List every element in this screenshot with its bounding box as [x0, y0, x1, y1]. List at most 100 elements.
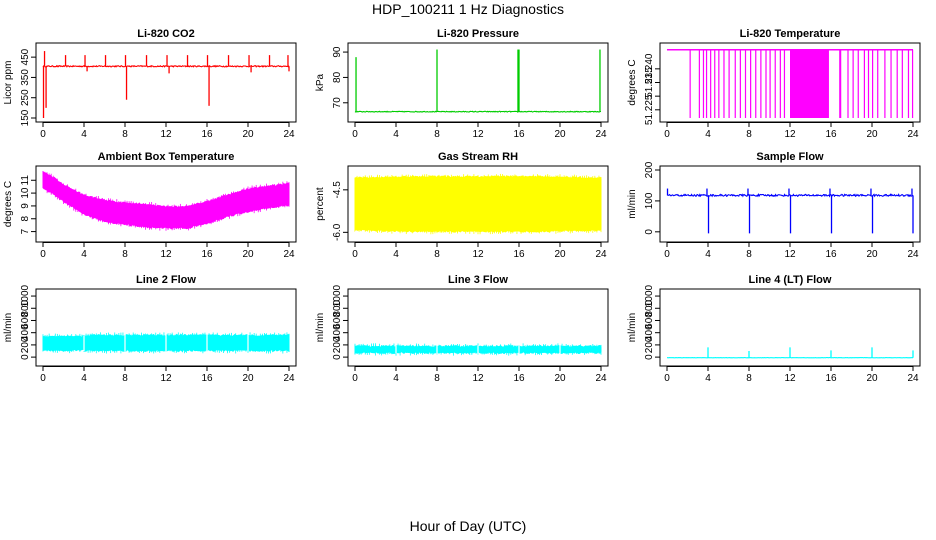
x-tick-label: 12 [784, 373, 796, 384]
data-dropout [698, 49, 700, 118]
y-tick-label: 80 [332, 71, 343, 83]
y-tick-label: 800 [20, 299, 31, 316]
y-tick-label: 7 [20, 228, 31, 234]
data-dropout [689, 49, 691, 118]
data-dropout [857, 49, 859, 118]
x-tick-label: 12 [472, 249, 484, 260]
x-tick-label: 4 [705, 249, 711, 260]
panel-title: Line 3 Flow [448, 274, 508, 286]
y-tick-label: 400 [644, 324, 655, 341]
x-tick-label: 20 [866, 249, 878, 260]
data-series [354, 173, 602, 235]
x-tick-label: 24 [907, 373, 919, 384]
x-tick-label: 20 [242, 249, 254, 260]
y-tick-label: 51.240 [644, 53, 655, 84]
data-series [42, 51, 290, 118]
x-tick-label: 20 [554, 129, 566, 140]
data-dropout [710, 49, 712, 118]
y-tick-label: 350 [20, 69, 31, 86]
x-tick-label: 8 [434, 373, 440, 384]
y-tick-label: 0 [20, 354, 31, 360]
y-tick-label: 250 [20, 89, 31, 106]
x-tick-label: 0 [664, 129, 670, 140]
y-tick-label: 1000 [644, 284, 655, 307]
panel-title: Sample Flow [756, 151, 824, 163]
x-tick-label: 0 [40, 249, 46, 260]
x-tick-label: 4 [81, 373, 87, 384]
y-tick-label: 600 [644, 312, 655, 329]
x-tick-label: 20 [866, 129, 878, 140]
x-tick-label: 4 [393, 249, 399, 260]
x-tick-label: 8 [746, 373, 752, 384]
panel-title: Li-820 Pressure [437, 28, 519, 40]
data-dropout [774, 49, 776, 118]
data-dropout [779, 49, 781, 118]
y-tick-label: 0 [332, 354, 343, 360]
data-dropout [884, 49, 886, 118]
y-tick-label: 9 [20, 203, 31, 209]
x-tick-label: 16 [513, 249, 525, 260]
x-tick-label: 4 [705, 129, 711, 140]
y-tick-label: 10 [20, 187, 31, 199]
x-tick-label: 12 [160, 373, 172, 384]
panel-title: Ambient Box Temperature [98, 151, 235, 163]
y-tick-label: 200 [644, 161, 655, 178]
panel-title: Line 2 Flow [136, 274, 196, 286]
panel-title: Li-820 CO2 [137, 28, 194, 40]
y-tick-label: 400 [332, 324, 343, 341]
chart-panel-5: Gas Stream RH 0 4 8 12 16 20 24 -6.0 -4.5 percent [315, 151, 609, 260]
x-tick-label: 12 [160, 129, 172, 140]
y-tick-label: 8 [20, 216, 31, 222]
data-dropout [702, 49, 705, 118]
x-tick-label: 0 [352, 129, 358, 140]
x-tick-label: 12 [784, 249, 796, 260]
y-tick-label: -4.5 [332, 181, 343, 199]
data-dropout [755, 49, 757, 118]
data-dropout [896, 49, 898, 118]
data-series [42, 170, 290, 231]
x-tick-label: 0 [40, 373, 46, 384]
y-axis-label: Licor ppm [3, 61, 14, 105]
chart-panel-3: Li-820 Temperature 0 4 8 12 16 20 24 51.22551.23… [627, 28, 921, 140]
y-axis-label: ml/min [3, 313, 14, 342]
data-dropout [867, 49, 870, 118]
x-tick-label: 8 [434, 249, 440, 260]
x-tick-label: 8 [746, 129, 752, 140]
y-tick-label: 51.235 [644, 67, 655, 98]
x-tick-label: 20 [242, 129, 254, 140]
data-dropout [839, 49, 842, 118]
x-tick-label: 12 [784, 129, 796, 140]
x-tick-label: 20 [554, 249, 566, 260]
data-series [42, 332, 290, 354]
y-tick-label: 150 [20, 109, 31, 126]
data-series [354, 49, 601, 113]
chart-panel-4: Ambient Box Temperature 0 4 8 12 16 20 24 7 8 9 101… [3, 151, 297, 260]
data-dropout [901, 49, 903, 118]
chart-panel-1: Li-820 CO2 0 4 8 12 16 20 24 150 250 350 450 Licor p… [3, 28, 297, 140]
y-axis-label: ml/min [627, 313, 638, 342]
y-tick-label: 51.225 [644, 94, 655, 125]
x-tick-label: 16 [513, 373, 525, 384]
plot-frame [35, 42, 297, 123]
data-line [42, 64, 290, 68]
x-tick-label: 24 [283, 129, 295, 140]
y-tick-label: 0 [644, 354, 655, 360]
data-dropout [728, 49, 730, 118]
data-dropout [760, 49, 762, 118]
y-tick-label: 600 [20, 312, 31, 329]
chart-panel-2: Li-820 Pressure 0 4 8 12 16 20 24 70 80 90 kPa [315, 28, 609, 140]
y-axis-label: ml/min [315, 313, 326, 342]
data-dropout [877, 49, 879, 118]
data-dropout [852, 49, 854, 118]
data-series [666, 188, 914, 234]
panel-title: Li-820 Temperature [740, 28, 841, 40]
x-tick-label: 24 [283, 373, 295, 384]
x-tick-label: 24 [595, 129, 607, 140]
y-axis-label: ml/min [627, 189, 638, 218]
y-tick-label: 1000 [20, 284, 31, 307]
y-tick-label: 450 [20, 48, 31, 65]
x-tick-label: 16 [201, 249, 213, 260]
